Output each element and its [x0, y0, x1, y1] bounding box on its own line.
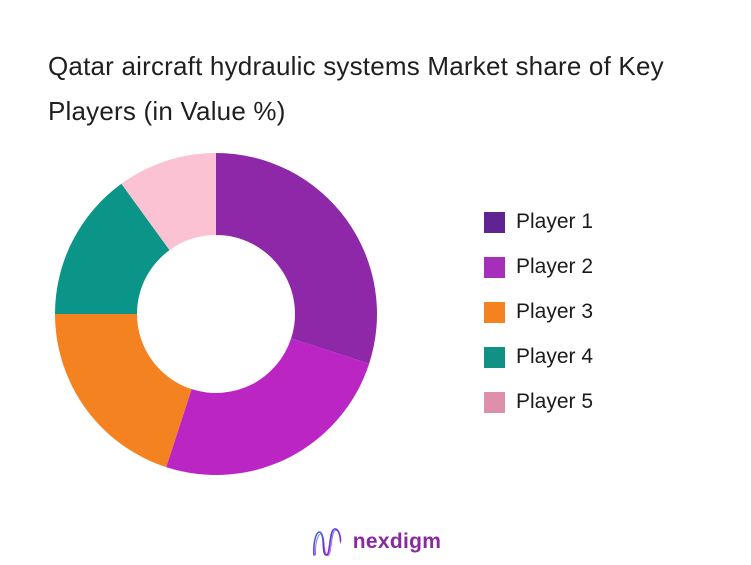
legend-label: Player 3	[516, 300, 594, 323]
legend-item: Player 2	[484, 255, 594, 278]
legend-item: Player 3	[484, 300, 594, 323]
nexdigm-n-wave-icon	[312, 527, 342, 556]
donut-slice-player-5	[121, 153, 216, 251]
brand-wordmark: nexdigm	[352, 530, 442, 553]
donut-slice-player-2	[166, 338, 370, 475]
legend-swatch-player-4	[484, 346, 505, 368]
legend-swatch-player-1	[484, 211, 505, 233]
chart-legend: Player 1 Player 2 Player 3 Player 4 Play…	[484, 210, 594, 436]
donut-slice-player-4	[55, 183, 170, 314]
legend-item: Player 1	[484, 210, 594, 233]
legend-item: Player 5	[484, 390, 594, 413]
legend-item: Player 4	[484, 345, 594, 368]
legend-swatch-player-2	[484, 256, 505, 278]
chart-title: Qatar aircraft hydraulic systems Market …	[48, 51, 664, 126]
legend-label: Player 4	[516, 345, 594, 368]
legend-swatch-player-5	[484, 391, 505, 413]
legend-label: Player 5	[516, 390, 594, 413]
brand-footer: nexdigm	[0, 524, 751, 560]
donut-slice-player-1	[216, 153, 377, 364]
legend-label: Player 1	[516, 210, 594, 233]
legend-swatch-player-3	[484, 301, 505, 323]
donut-slice-player-3	[55, 314, 192, 468]
donut-chart	[55, 153, 377, 475]
legend-label: Player 2	[516, 255, 594, 278]
